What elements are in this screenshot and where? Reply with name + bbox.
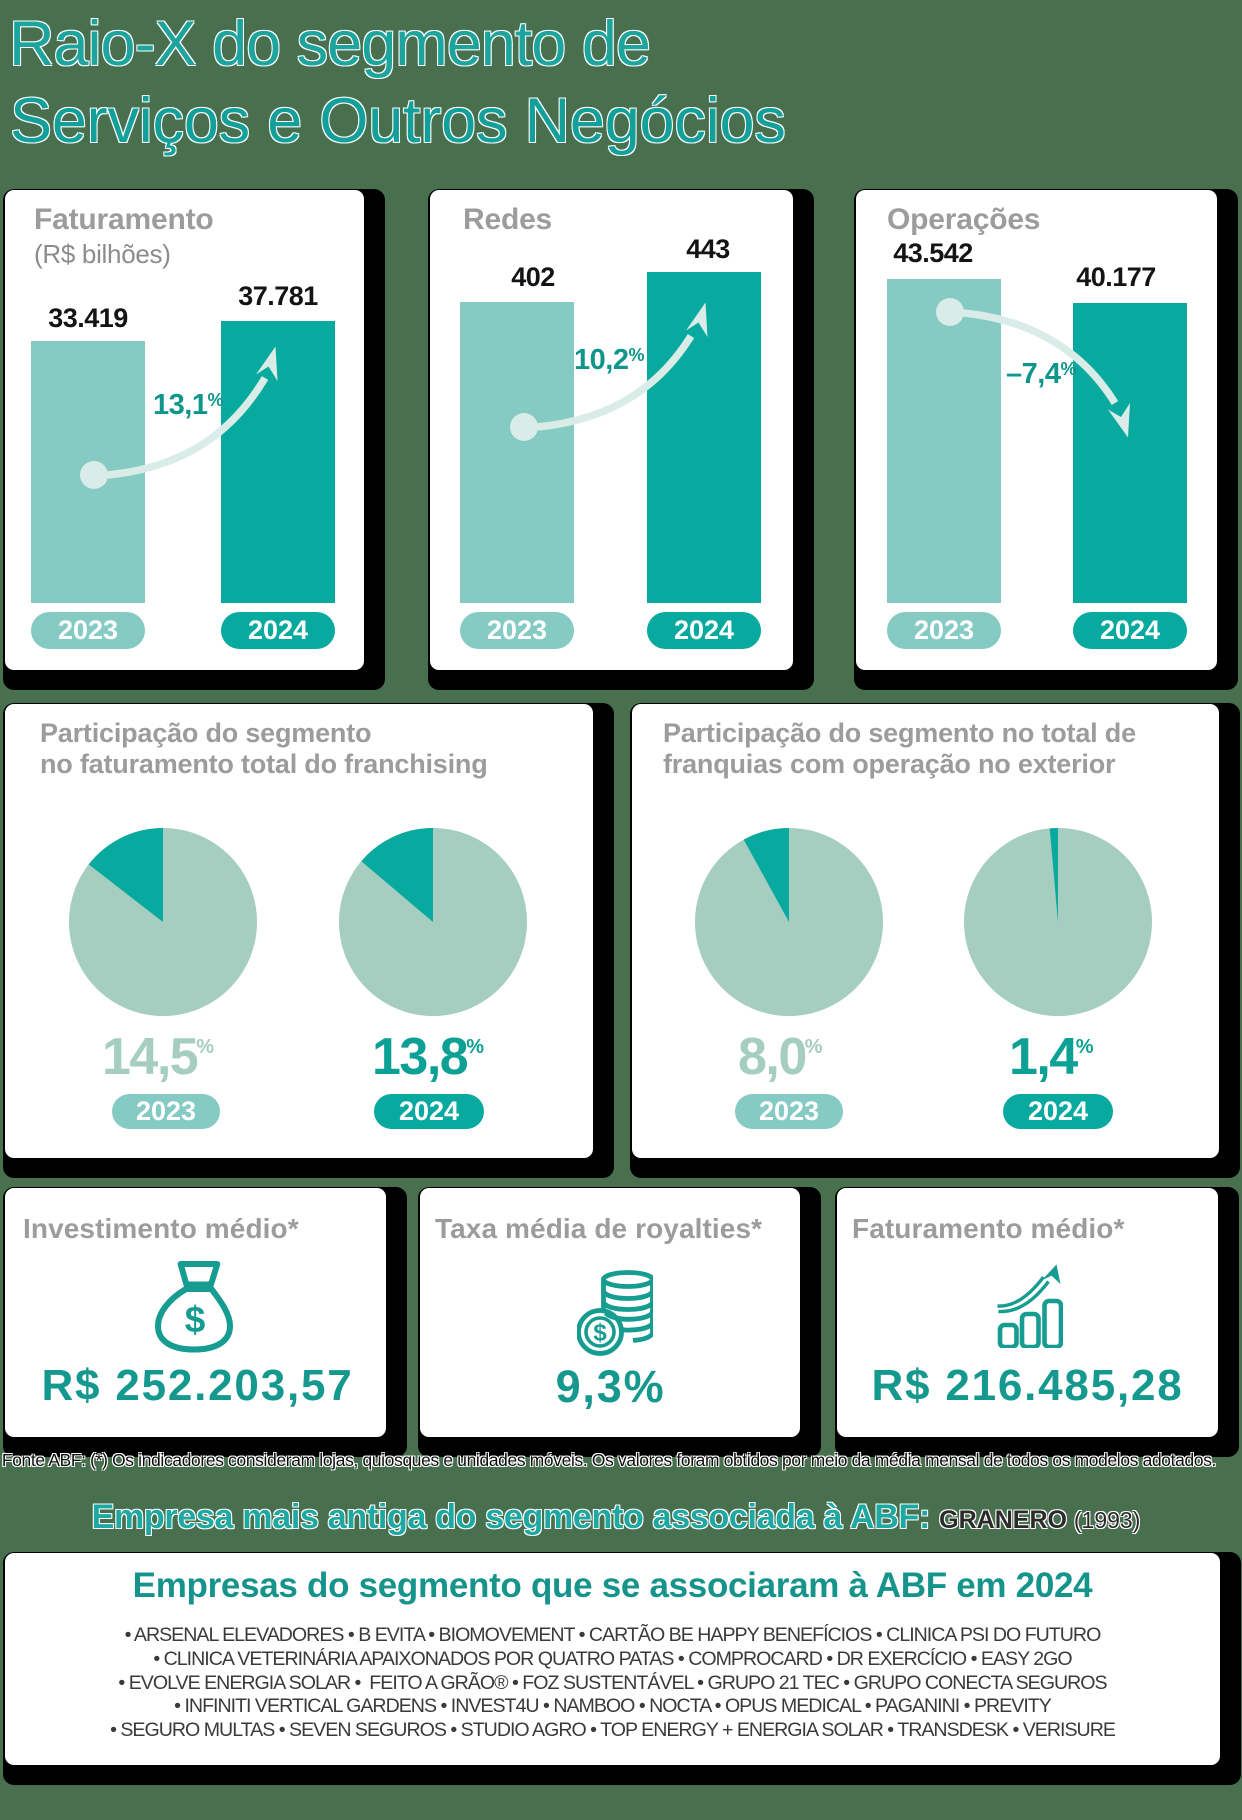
svg-text:$: $ — [185, 1299, 206, 1340]
svg-text:$: $ — [593, 1320, 607, 1347]
